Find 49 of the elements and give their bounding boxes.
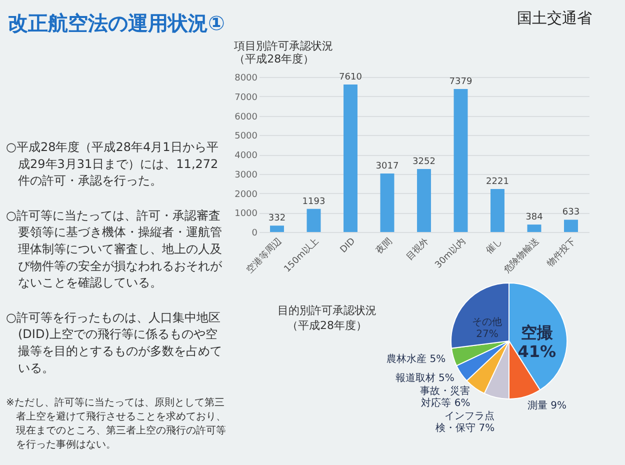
bar (490, 188, 504, 232)
bar (306, 208, 321, 232)
y-tick-label: 2000 (234, 190, 258, 200)
data-label: 3017 (376, 162, 399, 172)
slice-label: その他 (472, 316, 502, 328)
data-label: 3252 (412, 156, 436, 167)
data-label: 332 (268, 214, 286, 224)
x-tick-label: 空港等周辺 (244, 236, 284, 276)
data-label: 384 (526, 212, 544, 223)
y-tick-label: 8000 (234, 74, 258, 84)
y-tick-label: 4000 (234, 151, 258, 161)
text: ○許可等に当たっては、許可・承認審査要領等に基づき機体・操縦者・運航管理体制等について審査し、地上の人及び物件等の安全が損なわれるおそれがないことを確認している。 (6, 208, 223, 290)
y-tick-label: 6000 (234, 112, 258, 122)
data-label: 2221 (486, 176, 509, 187)
data-label: 41% (518, 342, 556, 361)
text: ○平成28年度（平成28年4月1日から平成29年3月31日まで）には、11,272件の許可・承認を行った。 (6, 140, 218, 188)
slice-label: 空撮 (520, 322, 554, 342)
slice-label: 測量 9% (527, 399, 566, 412)
x-tick-label: DID (338, 236, 358, 256)
y-tick-label: 0 (252, 228, 258, 238)
x-tick-label: 物件投下 (544, 236, 578, 270)
data-label: 7379 (449, 77, 472, 88)
y-tick-label: 1000 (234, 209, 258, 220)
data-label: 27% (476, 328, 498, 340)
y-tick-label: 3000 (234, 170, 258, 180)
bar (417, 168, 431, 232)
slice-label: 報道取材 5% (395, 372, 454, 384)
text: 目的別許可承認状況（平成28年度） (278, 304, 376, 332)
bar (527, 224, 542, 232)
text: 改正航空法の運用状況① (8, 11, 225, 35)
x-tick-label: 夜間 (374, 236, 394, 256)
data-label: 7610 (339, 72, 362, 83)
text: ○許可等を行ったものは、人口集中地区(DID)上空での飛行等に係るものや空撮等を目的とするものが多数を占めている。 (6, 310, 222, 375)
bar (454, 89, 468, 232)
slice-label: 事故・災害対応等 6% (420, 385, 470, 410)
data-label: 633 (562, 208, 580, 218)
slice-label: インフラ点検・保守 7% (436, 410, 495, 434)
x-tick-label: 目視外 (404, 236, 432, 263)
data-label: 1193 (302, 196, 326, 207)
text: 国土交通省 (517, 9, 592, 27)
bar (564, 220, 578, 232)
slice-label: 農林水産 5% (386, 352, 446, 365)
text: ※ただし、許可等に当たっては、原則として第三者上空を避けて飛行させることを求めており、現在までのところ、第三者上空の飛行の許可等を行った事例はない。 (6, 396, 226, 451)
y-tick-label: 5000 (234, 132, 258, 142)
bar (380, 174, 394, 232)
y-tick-label: 7000 (234, 92, 258, 103)
bar (270, 226, 284, 232)
chart-title: 項目別許可承認状況（平成28年度） (234, 40, 334, 66)
bar (344, 84, 358, 232)
